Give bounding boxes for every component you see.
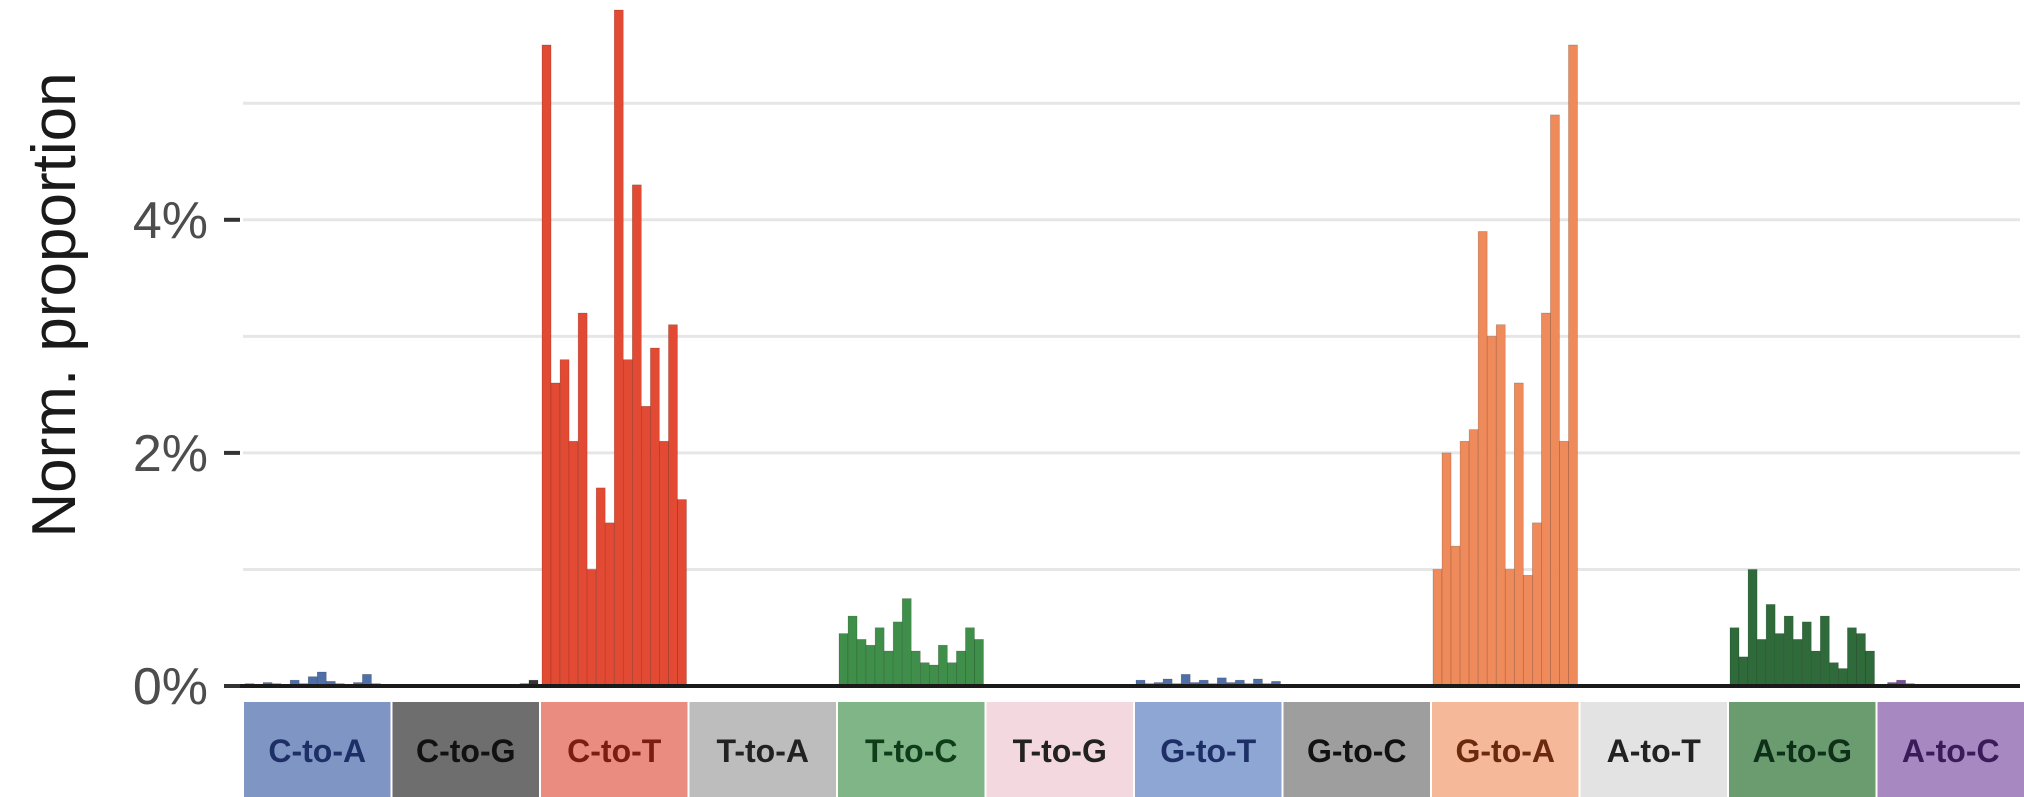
facet-label-a-to-t: A-to-T bbox=[1607, 733, 1702, 769]
bar-c-to-t-16 bbox=[677, 499, 687, 687]
bar-c-to-t-1 bbox=[541, 44, 552, 687]
bar-t-to-c-7 bbox=[892, 621, 903, 687]
facet-strip-a-to-t bbox=[1580, 702, 1727, 797]
bar-t-to-c-16 bbox=[974, 639, 984, 687]
bar-c-to-t-9 bbox=[613, 9, 624, 687]
bar-t-to-c-9 bbox=[910, 650, 921, 687]
bar-c-to-t-7 bbox=[595, 487, 606, 687]
bar-g-to-a-3 bbox=[1450, 545, 1461, 687]
bar-t-to-c-6 bbox=[883, 650, 894, 687]
bar-c-to-t-14 bbox=[659, 440, 669, 687]
facet-label-g-to-t: G-to-T bbox=[1160, 733, 1256, 769]
bar-a-to-g-11 bbox=[1820, 615, 1830, 687]
bar-g-to-a-11 bbox=[1523, 574, 1533, 687]
bar-g-to-a-14 bbox=[1550, 114, 1560, 687]
bar-c-to-t-10 bbox=[622, 359, 633, 687]
bar-g-to-a-8 bbox=[1495, 324, 1506, 687]
facet-strip-g-to-c bbox=[1283, 702, 1430, 797]
facet-label-t-to-a: T-to-A bbox=[717, 733, 809, 769]
bar-t-to-c-12 bbox=[938, 644, 948, 687]
bar-c-to-t-8 bbox=[604, 522, 615, 687]
facet-label-g-to-a: G-to-A bbox=[1455, 733, 1555, 769]
facet-label-t-to-g: T-to-G bbox=[1013, 733, 1107, 769]
facet-strips: C-to-A C-to-G C-to-T T-to-A T-to-C T-to-G G-to… bbox=[244, 702, 2024, 797]
bar-g-to-a-6 bbox=[1477, 231, 1488, 687]
y-tick-label: 0% bbox=[133, 658, 208, 716]
bar-a-to-g-6 bbox=[1774, 633, 1785, 687]
bar-c-to-t-3 bbox=[559, 359, 570, 687]
bar-a-to-g-4 bbox=[1756, 639, 1767, 687]
bar-c-to-t-11 bbox=[632, 184, 642, 687]
bar-c-to-t-4 bbox=[568, 440, 579, 687]
bar-g-to-a-12 bbox=[1532, 522, 1542, 687]
bar-g-to-a-13 bbox=[1541, 312, 1551, 687]
bar-a-to-g-15 bbox=[1856, 633, 1866, 687]
y-axis: 0% 2% 4% bbox=[133, 192, 240, 716]
bar-g-to-a-2 bbox=[1441, 452, 1452, 687]
bar-t-to-c-13 bbox=[947, 662, 957, 687]
y-axis-title: Norm. proportion bbox=[20, 72, 89, 537]
bar-t-to-c-8 bbox=[901, 598, 912, 687]
bars bbox=[228, 9, 2020, 688]
bar-t-to-c-5 bbox=[874, 627, 885, 687]
bar-c-to-t-13 bbox=[650, 347, 660, 687]
bar-g-to-a-7 bbox=[1486, 336, 1497, 687]
bar-a-to-g-9 bbox=[1801, 621, 1812, 687]
facet-strip-t-to-a bbox=[689, 702, 836, 797]
bar-a-to-g-3 bbox=[1747, 569, 1758, 687]
bar-g-to-a-5 bbox=[1468, 429, 1479, 687]
bar-g-to-a-9 bbox=[1504, 569, 1515, 687]
bar-t-to-c-3 bbox=[856, 639, 867, 687]
bar-t-to-c-10 bbox=[919, 662, 930, 687]
facet-label-c-to-a: C-to-A bbox=[268, 733, 366, 769]
bar-a-to-g-13 bbox=[1838, 668, 1848, 687]
bar-a-to-g-8 bbox=[1792, 639, 1803, 687]
bar-a-to-g-14 bbox=[1847, 627, 1857, 687]
facet-strip-g-to-a bbox=[1432, 702, 1579, 797]
bar-a-to-g-7 bbox=[1783, 615, 1794, 687]
bar-c-to-t-12 bbox=[641, 405, 651, 687]
facet-label-t-to-c: T-to-C bbox=[865, 733, 957, 769]
bar-a-to-g-1 bbox=[1729, 627, 1740, 687]
bar-c-to-t-5 bbox=[577, 312, 588, 687]
facet-strip-a-to-c bbox=[1877, 702, 2024, 797]
facet-strip-c-to-a bbox=[244, 702, 391, 797]
bar-c-to-a-9 bbox=[316, 671, 327, 687]
grid-lines bbox=[243, 101, 2020, 571]
y-tick-label: 4% bbox=[133, 192, 208, 250]
facet-label-c-to-t: C-to-T bbox=[567, 733, 662, 769]
bar-g-to-a-1 bbox=[1432, 569, 1443, 687]
bar-t-to-c-4 bbox=[865, 644, 876, 687]
facet-label-a-to-g: A-to-G bbox=[1752, 733, 1852, 769]
facet-strip-g-to-t bbox=[1135, 702, 1282, 797]
bar-t-to-c-2 bbox=[847, 615, 858, 687]
facet-label-g-to-c: G-to-C bbox=[1307, 733, 1407, 769]
bar-g-to-a-16 bbox=[1568, 44, 1578, 687]
bar-c-to-t-2 bbox=[550, 382, 561, 687]
bar-a-to-g-16 bbox=[1865, 650, 1875, 687]
bar-a-to-g-10 bbox=[1810, 650, 1821, 687]
y-tick-label: 2% bbox=[133, 425, 208, 483]
bar-t-to-c-1 bbox=[838, 633, 849, 687]
bar-a-to-g-12 bbox=[1829, 662, 1839, 687]
bar-a-to-g-2 bbox=[1738, 656, 1749, 687]
bar-t-to-c-11 bbox=[929, 664, 939, 687]
facet-strip-c-to-g bbox=[392, 702, 539, 797]
facet-strip-t-to-c bbox=[838, 702, 985, 797]
bar-c-to-t-6 bbox=[586, 569, 597, 687]
facet-label-a-to-c: A-to-C bbox=[1902, 733, 2000, 769]
facet-strip-a-to-g bbox=[1729, 702, 1876, 797]
bar-g-to-a-4 bbox=[1459, 440, 1470, 687]
bar-g-to-a-10 bbox=[1513, 382, 1524, 687]
bar-g-to-a-15 bbox=[1559, 440, 1569, 687]
facet-label-c-to-g: C-to-G bbox=[416, 733, 516, 769]
bar-c-to-t-15 bbox=[668, 324, 678, 687]
bar-a-to-g-5 bbox=[1765, 604, 1776, 687]
bar-t-to-c-15 bbox=[965, 627, 975, 687]
facet-strip-t-to-g bbox=[986, 702, 1133, 797]
bar-t-to-c-14 bbox=[956, 650, 966, 687]
facet-strip-c-to-t bbox=[541, 702, 688, 797]
